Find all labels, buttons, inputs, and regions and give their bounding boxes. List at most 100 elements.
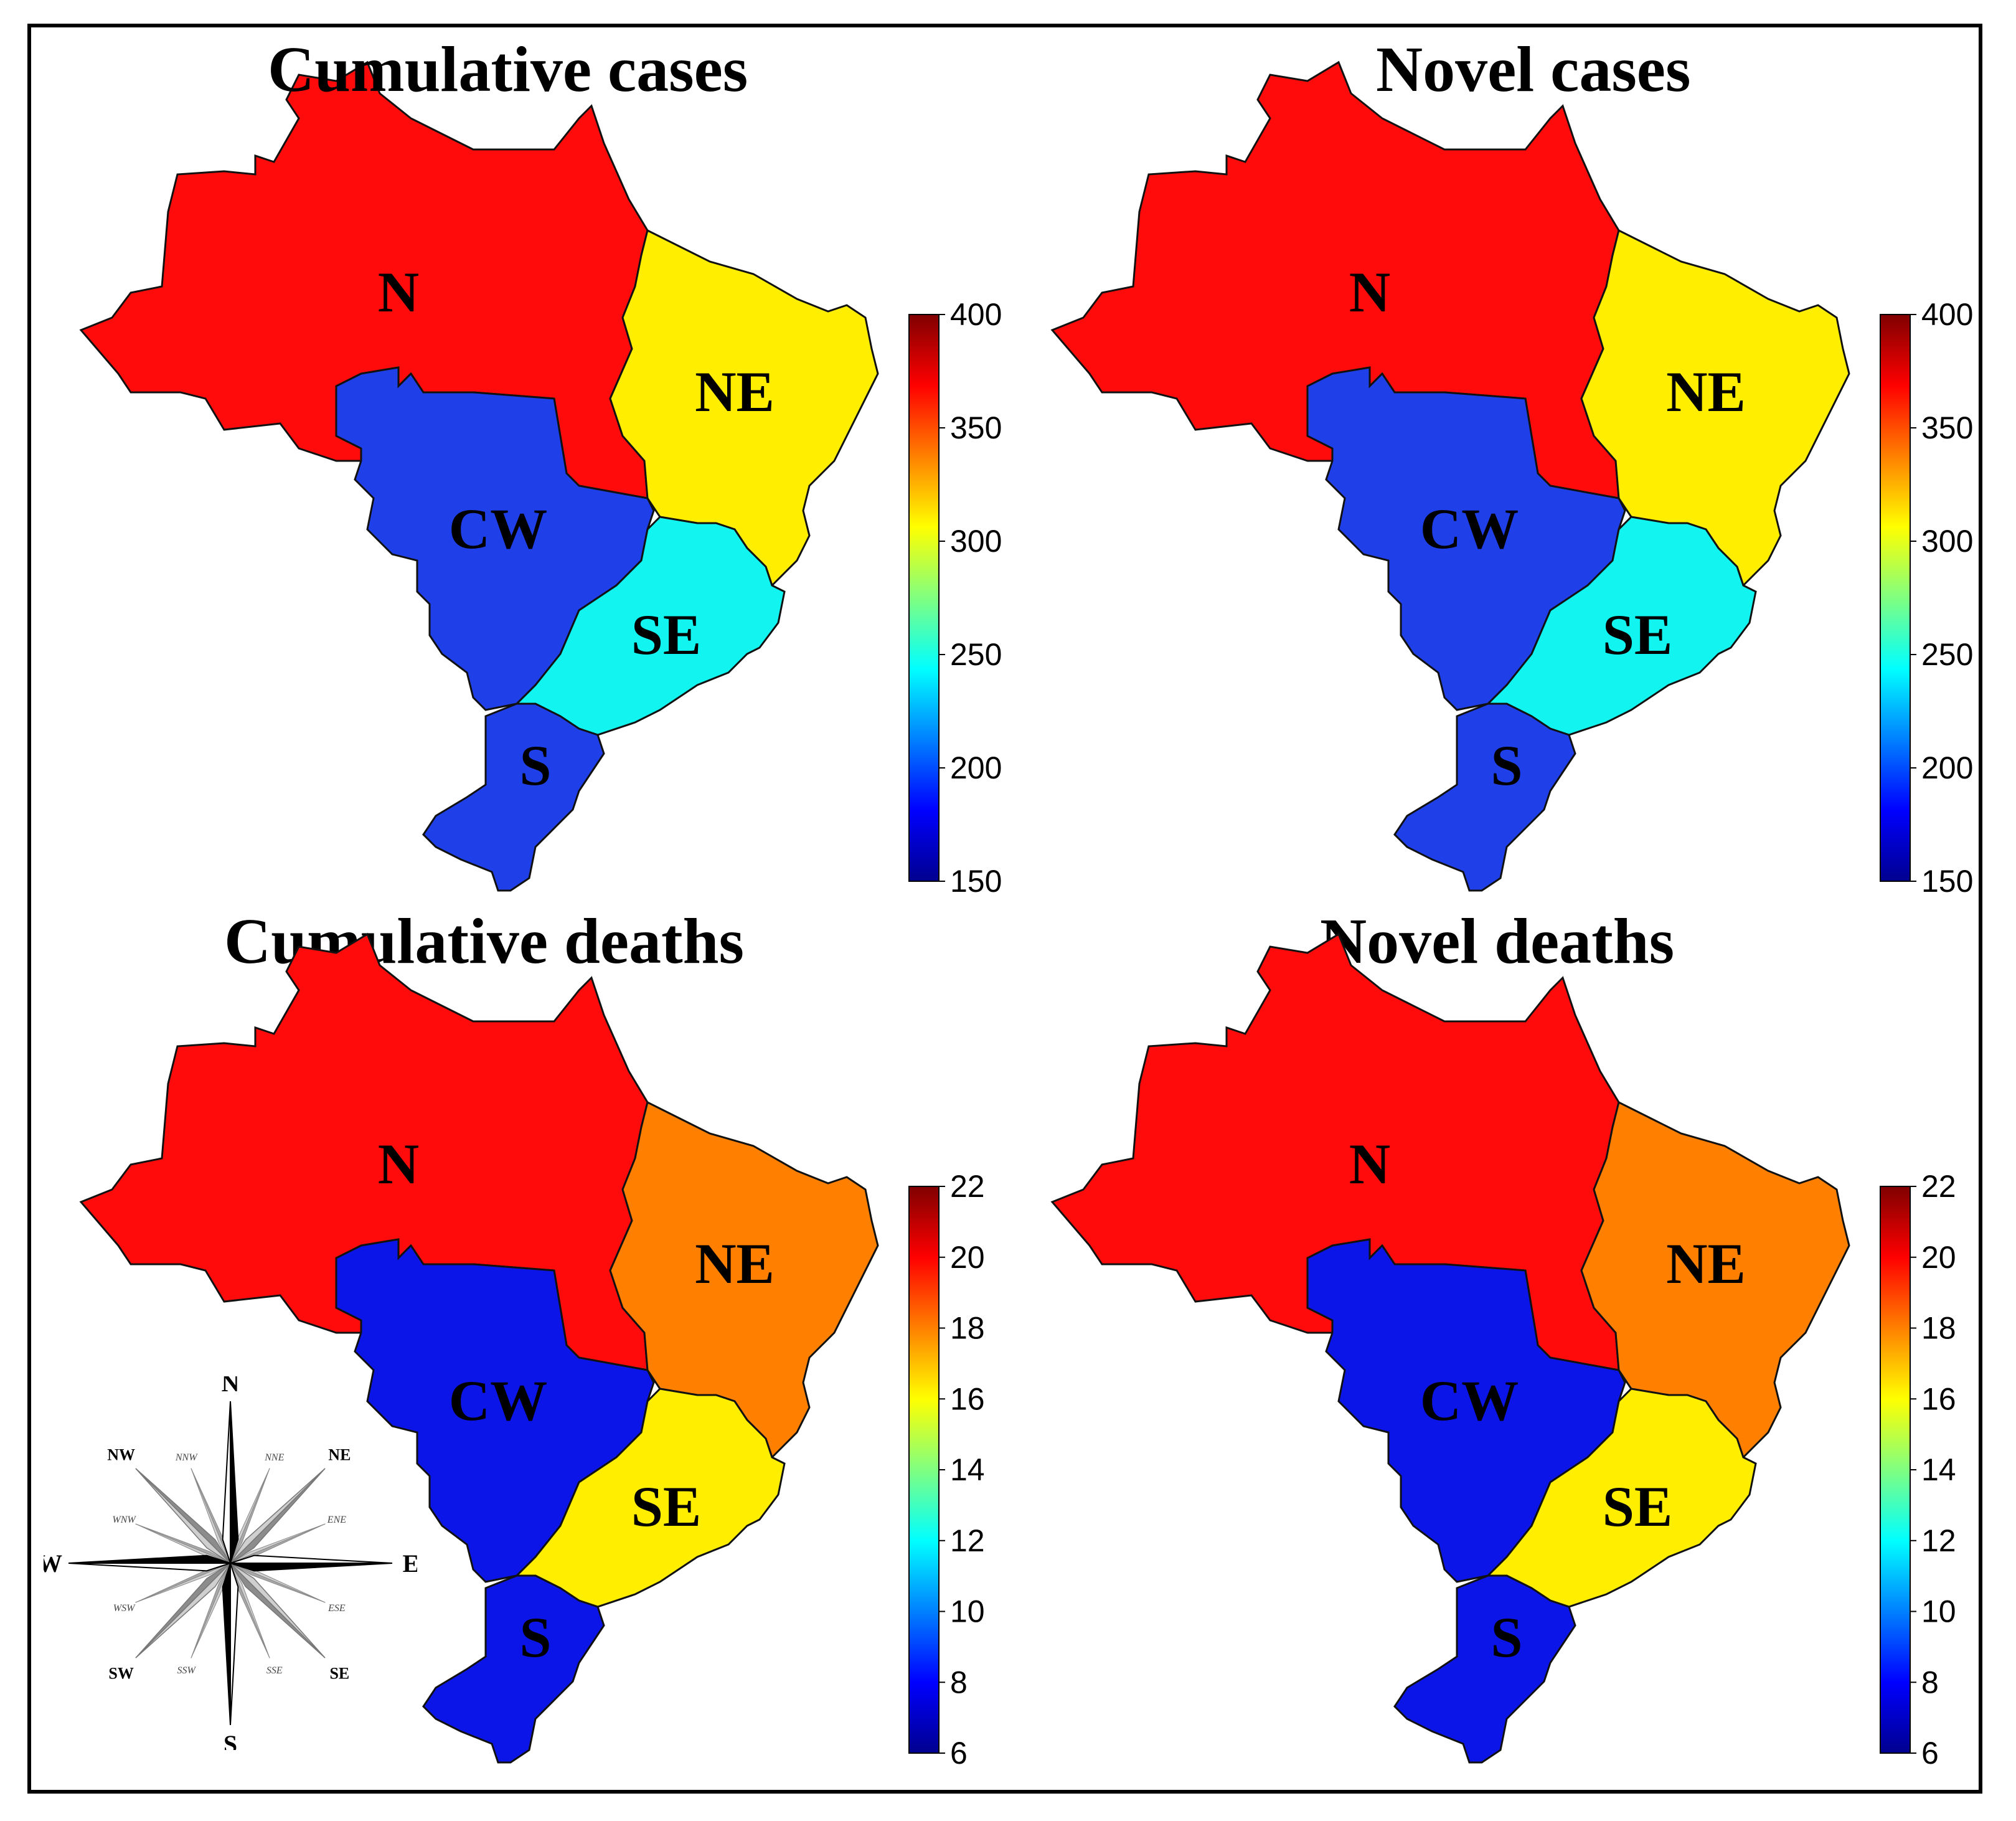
panel-novel-cases: Novel cases N NE CW SE S 400 350 300 250 200 150: [1009, 25, 1980, 899]
compass-label-minor: NNE: [264, 1452, 284, 1463]
compass-label-minor: SSW: [177, 1665, 197, 1676]
colorbar-tick-label: 14: [1921, 1452, 1956, 1487]
region-label-s: S: [1491, 734, 1522, 797]
region-label-cw: CW: [1420, 497, 1519, 560]
region-s: [1393, 1574, 1576, 1764]
region-label-cw: CW: [1420, 1369, 1519, 1432]
colorbar-tick-label: 18: [950, 1311, 985, 1346]
compass-label-minor: NNW: [175, 1452, 198, 1463]
colorbar-tick-label: 18: [1921, 1311, 1956, 1346]
compass-ray-intercardinal: [135, 1468, 231, 1564]
compass-ray-intercardinal: [135, 1563, 231, 1658]
region-layer: [79, 932, 879, 1764]
compass-ray-cardinal: [230, 1563, 393, 1572]
colorbar-tick-label: 16: [1921, 1381, 1956, 1416]
compass-label-intercardinal: NE: [328, 1446, 351, 1464]
compass-label-minor: SSE: [266, 1665, 283, 1676]
panel-title: Cumulative cases: [268, 34, 748, 105]
region-label-ne: NE: [695, 360, 775, 423]
colorbar-tick-label: 6: [1921, 1736, 1939, 1769]
region-label-s: S: [519, 734, 551, 797]
colorbar-tick-label: 150: [1921, 864, 1973, 897]
colorbar-tick-label: 150: [950, 864, 1002, 897]
brazil-map: N NE CW SE S 400 350 300 250 200 150: [79, 60, 1002, 899]
region-label-n: N: [378, 260, 419, 324]
panel-title: Novel cases: [1376, 34, 1691, 105]
region-layer: [79, 60, 879, 892]
region-se: [514, 1388, 786, 1608]
region-label-ne: NE: [1666, 1232, 1746, 1295]
compass-label-minor: WSW: [113, 1603, 136, 1614]
panel-cumulative-cases: Cumulative cases N NE CW SE S 400 350 300 250 200…: [37, 25, 1009, 899]
compass-label-intercardinal: SE: [329, 1664, 349, 1682]
region-label-s: S: [1491, 1606, 1522, 1669]
region-s: [1393, 702, 1576, 892]
region-s: [422, 1574, 605, 1764]
region-label-n: N: [1349, 1132, 1390, 1196]
colorbar-tick-label: 350: [950, 410, 1002, 445]
compass-label-minor: ENE: [327, 1515, 346, 1525]
compass-label-cardinal: E: [403, 1549, 417, 1577]
compass-ray-cardinal: [230, 1563, 239, 1726]
region-label-ne: NE: [695, 1232, 775, 1295]
colorbar-tick-label: 12: [1921, 1523, 1956, 1558]
region-label-cw: CW: [449, 1369, 547, 1432]
region-label-s: S: [519, 1606, 551, 1669]
compass-ray-minor: [135, 1523, 231, 1564]
compass-ray-cardinal: [222, 1563, 232, 1726]
region-label-cw: CW: [449, 497, 547, 560]
panel-novel-deaths: Novel deaths N NE CW SE S 22 20 18 16 14 12 10 8 6: [1009, 897, 1980, 1794]
region-se: [514, 516, 786, 736]
colorbar-tick-label: 10: [1921, 1594, 1956, 1629]
region-layer: [1050, 932, 1850, 1764]
brazil-map: N NE CW SE S 22 20 18 16 14 12 10 8 6: [1050, 932, 1956, 1769]
colorbar-tick-label: 14: [950, 1452, 985, 1487]
colorbar: [1880, 314, 1911, 882]
colorbar: [1880, 1186, 1911, 1754]
colorbar-tick-label: 20: [950, 1240, 985, 1275]
region-s: [422, 702, 605, 892]
compass-ray-intercardinal: [230, 1563, 326, 1658]
compass-ray-cardinal: [68, 1554, 231, 1564]
colorbar-tick-label: 300: [1921, 524, 1973, 559]
colorbar-tick-label: 10: [950, 1594, 985, 1629]
compass-ray-intercardinal: [230, 1468, 326, 1564]
region-label-n: N: [378, 1132, 419, 1196]
colorbar-tick-label: 400: [950, 297, 1002, 332]
region-ne: [609, 229, 879, 587]
panel-title: Novel deaths: [1320, 906, 1675, 977]
panel-cumulative-deaths: Cumulative deaths N NE CW SE S 22 20 18 16 14 12 10…: [37, 897, 1009, 1794]
region-label-ne: NE: [1666, 360, 1746, 423]
compass-label-intercardinal: NW: [107, 1446, 135, 1464]
compass-ray-cardinal: [230, 1554, 393, 1564]
compass-ray-minor: [230, 1468, 270, 1564]
compass-ray-cardinal: [230, 1401, 239, 1564]
colorbar-tick-label: 8: [950, 1665, 968, 1700]
figure-frame: [27, 24, 1982, 1794]
colorbar-tick-label: 200: [1921, 750, 1973, 785]
colorbar: [908, 1186, 940, 1754]
compass-ray-cardinal: [68, 1563, 231, 1572]
colorbar-tick-label: 300: [950, 524, 1002, 559]
colorbar-tick-label: 8: [1921, 1665, 1939, 1700]
region-label-n: N: [1349, 260, 1390, 324]
compass-label-minor: ESE: [327, 1603, 346, 1614]
compass-label-cardinal: N: [222, 1376, 240, 1397]
region-se: [1486, 516, 1757, 736]
region-label-se: SE: [631, 603, 702, 666]
colorbar-tick-label: 6: [950, 1736, 968, 1769]
compass-label-intercardinal: SW: [108, 1664, 133, 1682]
colorbar-tick-label: 20: [1921, 1240, 1956, 1275]
region-label-se: SE: [1603, 1475, 1673, 1538]
colorbar-tick-label: 22: [950, 1169, 985, 1204]
compass-ray-minor: [230, 1563, 326, 1603]
compass-label-minor: WNW: [112, 1515, 136, 1525]
colorbar-tick-label: 250: [1921, 637, 1973, 672]
colorbar-tick-label: 12: [950, 1523, 985, 1558]
region-label-se: SE: [631, 1475, 702, 1538]
colorbar-tick-label: 250: [950, 637, 1002, 672]
colorbar: [908, 314, 940, 882]
compass-ray-minor: [191, 1563, 231, 1658]
colorbar-tick-label: 16: [950, 1381, 985, 1416]
